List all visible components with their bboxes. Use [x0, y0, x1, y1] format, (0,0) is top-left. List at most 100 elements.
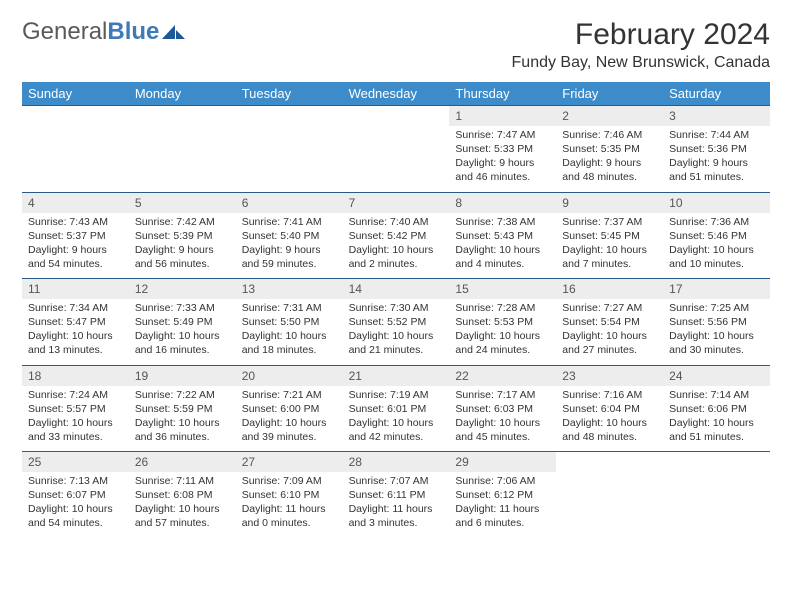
location-subtitle: Fundy Bay, New Brunswick, Canada [512, 54, 770, 72]
day-cell: 2Sunrise: 7:46 AMSunset: 5:35 PMDaylight… [556, 106, 663, 192]
detail-line: Daylight: 11 hours [242, 503, 337, 516]
day-header: Tuesday [236, 82, 343, 105]
day-number: 23 [556, 366, 663, 386]
sail-icon [162, 23, 186, 41]
day-details: Sunrise: 7:25 AMSunset: 5:56 PMDaylight:… [663, 299, 770, 365]
detail-line: Sunset: 5:54 PM [562, 316, 657, 329]
header-row: GeneralBlue February 2024 Fundy Bay, New… [22, 18, 770, 72]
detail-line: Sunset: 5:35 PM [562, 143, 657, 156]
day-number: 12 [129, 279, 236, 299]
day-cell [236, 106, 343, 192]
month-title: February 2024 [512, 18, 770, 52]
brand-name: GeneralBlue [22, 18, 159, 46]
day-number: 10 [663, 193, 770, 213]
detail-line: and 2 minutes. [349, 258, 444, 271]
day-details: Sunrise: 7:31 AMSunset: 5:50 PMDaylight:… [236, 299, 343, 365]
detail-line: Daylight: 10 hours [455, 330, 550, 343]
day-number: 7 [343, 193, 450, 213]
detail-line: and 59 minutes. [242, 258, 337, 271]
day-cell: 3Sunrise: 7:44 AMSunset: 5:36 PMDaylight… [663, 106, 770, 192]
detail-line: Sunrise: 7:11 AM [135, 475, 230, 488]
detail-line: and 6 minutes. [455, 517, 550, 530]
detail-line: Sunrise: 7:19 AM [349, 389, 444, 402]
detail-line: and 57 minutes. [135, 517, 230, 530]
day-details: Sunrise: 7:40 AMSunset: 5:42 PMDaylight:… [343, 213, 450, 279]
detail-line: Sunset: 6:07 PM [28, 489, 123, 502]
detail-line: Sunrise: 7:22 AM [135, 389, 230, 402]
detail-line: Sunrise: 7:28 AM [455, 302, 550, 315]
detail-line: and 54 minutes. [28, 517, 123, 530]
detail-line: Sunrise: 7:07 AM [349, 475, 444, 488]
day-header: Saturday [663, 82, 770, 105]
detail-line: Daylight: 10 hours [669, 417, 764, 430]
day-details: Sunrise: 7:11 AMSunset: 6:08 PMDaylight:… [129, 472, 236, 538]
day-cell [129, 106, 236, 192]
day-number: 28 [343, 452, 450, 472]
day-cell: 17Sunrise: 7:25 AMSunset: 5:56 PMDayligh… [663, 279, 770, 365]
day-number: 26 [129, 452, 236, 472]
day-details: Sunrise: 7:37 AMSunset: 5:45 PMDaylight:… [556, 213, 663, 279]
day-cell: 22Sunrise: 7:17 AMSunset: 6:03 PMDayligh… [449, 366, 556, 452]
detail-line: and 16 minutes. [135, 344, 230, 357]
detail-line: Sunset: 5:37 PM [28, 230, 123, 243]
day-details: Sunrise: 7:38 AMSunset: 5:43 PMDaylight:… [449, 213, 556, 279]
week-row: 11 Sunrise: 7:34 AMSunset: 5:47 PM Dayligh… [22, 278, 770, 365]
day-details: Sunrise: 7:28 AMSunset: 5:53 PMDaylight:… [449, 299, 556, 365]
detail-line: Sunset: 5:50 PM [242, 316, 337, 329]
day-details: Sunrise: 7:43 AMSunset: 5:37 PMDaylight:… [22, 213, 129, 279]
detail-line: and 36 minutes. [135, 431, 230, 444]
detail-line: and 21 minutes. [349, 344, 444, 357]
detail-line: Sunrise: 7:06 AM [455, 475, 550, 488]
day-number: 4 [22, 193, 129, 213]
day-details: Sunrise: 7:33 AMSunset: 5:49 PMDaylight:… [129, 299, 236, 365]
empty-day [129, 106, 236, 111]
empty-day [22, 106, 129, 111]
day-number: 13 [236, 279, 343, 299]
detail-line: Daylight: 10 hours [28, 417, 123, 430]
detail-line: Daylight: 10 hours [562, 244, 657, 257]
detail-line: Daylight: 10 hours [349, 417, 444, 430]
day-number: 9 [556, 193, 663, 213]
detail-line: Sunrise: 7:34 AM [28, 302, 123, 315]
detail-line: Sunrise: 7:47 AM [455, 129, 550, 142]
brand-name-a: General [22, 18, 107, 45]
day-number: 2 [556, 106, 663, 126]
day-cell: 16Sunrise: 7:27 AMSunset: 5:54 PMDayligh… [556, 279, 663, 365]
day-details: Sunrise: 7:46 AMSunset: 5:35 PMDaylight:… [556, 126, 663, 192]
day-details: Sunrise: 7:41 AMSunset: 5:40 PMDaylight:… [236, 213, 343, 279]
detail-line: Sunset: 5:47 PM [28, 316, 123, 329]
day-details: Sunrise: 7:44 AMSunset: 5:36 PMDaylight:… [663, 126, 770, 192]
week-row: 18Sunrise: 7:24 AMSunset: 5:57 PMDayligh… [22, 365, 770, 452]
detail-line: and 0 minutes. [242, 517, 337, 530]
day-cell [556, 452, 663, 538]
day-cell [22, 106, 129, 192]
day-details: Sunrise: 7:36 AMSunset: 5:46 PMDaylight:… [663, 213, 770, 279]
day-number: 11 [22, 279, 129, 299]
detail-line: Sunset: 5:36 PM [669, 143, 764, 156]
detail-line: Daylight: 10 hours [455, 244, 550, 257]
detail-line: Sunrise: 7:13 AM [28, 475, 123, 488]
detail-line: Sunset: 5:43 PM [455, 230, 550, 243]
detail-line: and 18 minutes. [242, 344, 337, 357]
day-number: 8 [449, 193, 556, 213]
detail-line: Sunrise: 7:24 AM [28, 389, 123, 402]
empty-day [236, 106, 343, 111]
day-cell: 7Sunrise: 7:40 AMSunset: 5:42 PMDaylight… [343, 193, 450, 279]
day-cell: 19Sunrise: 7:22 AMSunset: 5:59 PMDayligh… [129, 366, 236, 452]
detail-line: and 4 minutes. [455, 258, 550, 271]
day-number: 6 [236, 193, 343, 213]
day-cell: 18Sunrise: 7:24 AMSunset: 5:57 PMDayligh… [22, 366, 129, 452]
detail-line: Sunrise: 7:36 AM [669, 216, 764, 229]
detail-line: Sunrise: 7:41 AM [242, 216, 337, 229]
week-row: 4Sunrise: 7:43 AMSunset: 5:37 PMDaylight… [22, 192, 770, 279]
detail-line: Sunrise: 7:30 AM [349, 302, 444, 315]
detail-line: Daylight: 10 hours [242, 330, 337, 343]
day-cell: 5Sunrise: 7:42 AMSunset: 5:39 PMDaylight… [129, 193, 236, 279]
detail-line: and 33 minutes. [28, 431, 123, 444]
calendar: SundayMondayTuesdayWednesdayThursdayFrid… [22, 82, 770, 538]
detail-line: Sunrise: 7:44 AM [669, 129, 764, 142]
day-cell: 27Sunrise: 7:09 AMSunset: 6:10 PMDayligh… [236, 452, 343, 538]
detail-line: and 24 minutes. [455, 344, 550, 357]
day-details: Sunrise: 7:22 AMSunset: 5:59 PMDaylight:… [129, 386, 236, 452]
day-details: Sunrise: 7:24 AMSunset: 5:57 PMDaylight:… [22, 386, 129, 452]
